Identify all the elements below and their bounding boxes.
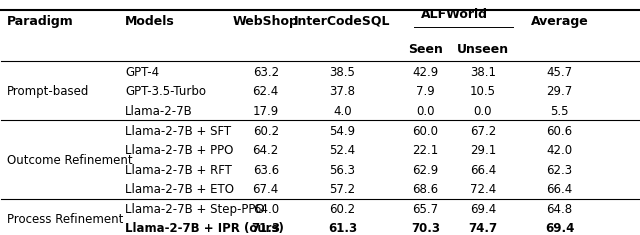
Text: Llama-2-7B + ETO: Llama-2-7B + ETO: [125, 183, 234, 196]
Text: Average: Average: [531, 15, 588, 27]
Text: Llama-2-7B: Llama-2-7B: [125, 105, 193, 118]
Text: 63.2: 63.2: [253, 66, 279, 79]
Text: WebShop: WebShop: [233, 15, 299, 27]
Text: Llama-2-7B + IPR (ours): Llama-2-7B + IPR (ours): [125, 222, 284, 235]
Text: 69.4: 69.4: [470, 203, 496, 216]
Text: 62.9: 62.9: [412, 164, 438, 177]
Text: 0.0: 0.0: [474, 105, 492, 118]
Text: Process Refinement: Process Refinement: [7, 213, 124, 226]
Text: 62.4: 62.4: [253, 86, 279, 98]
Text: Llama-2-7B + PPO: Llama-2-7B + PPO: [125, 144, 234, 157]
Text: 72.4: 72.4: [470, 183, 496, 196]
Text: ALFWorld: ALFWorld: [420, 8, 488, 21]
Text: 71.3: 71.3: [252, 222, 280, 235]
Text: 10.5: 10.5: [470, 86, 496, 98]
Text: 42.9: 42.9: [412, 66, 438, 79]
Text: 22.1: 22.1: [412, 144, 438, 157]
Text: GPT-3.5-Turbo: GPT-3.5-Turbo: [125, 86, 206, 98]
Text: 29.1: 29.1: [470, 144, 496, 157]
Text: Prompt-based: Prompt-based: [7, 86, 90, 98]
Text: 0.0: 0.0: [416, 105, 435, 118]
Text: 56.3: 56.3: [330, 164, 355, 177]
Text: 54.9: 54.9: [330, 125, 355, 138]
Text: 60.0: 60.0: [412, 125, 438, 138]
Text: 57.2: 57.2: [330, 183, 355, 196]
Text: 52.4: 52.4: [330, 144, 355, 157]
Text: 60.6: 60.6: [547, 125, 573, 138]
Text: 63.6: 63.6: [253, 164, 279, 177]
Text: InterCodeSQL: InterCodeSQL: [294, 15, 390, 27]
Text: 61.3: 61.3: [328, 222, 357, 235]
Text: 38.1: 38.1: [470, 66, 496, 79]
Text: 66.4: 66.4: [547, 183, 573, 196]
Text: 67.2: 67.2: [470, 125, 496, 138]
Text: GPT-4: GPT-4: [125, 66, 159, 79]
Text: 64.8: 64.8: [547, 203, 573, 216]
Text: 62.3: 62.3: [547, 164, 573, 177]
Text: 64.2: 64.2: [253, 144, 279, 157]
Text: 7.9: 7.9: [416, 86, 435, 98]
Text: Seen: Seen: [408, 43, 443, 56]
Text: 65.7: 65.7: [412, 203, 438, 216]
Text: 60.2: 60.2: [253, 125, 279, 138]
Text: 29.7: 29.7: [547, 86, 573, 98]
Text: Outcome Refinement: Outcome Refinement: [7, 154, 132, 167]
Text: 4.0: 4.0: [333, 105, 351, 118]
Text: Llama-2-7B + SFT: Llama-2-7B + SFT: [125, 125, 231, 138]
Text: 45.7: 45.7: [547, 66, 573, 79]
Text: Llama-2-7B + Step-PPO: Llama-2-7B + Step-PPO: [125, 203, 265, 216]
Text: Models: Models: [125, 15, 175, 27]
Text: Paradigm: Paradigm: [7, 15, 74, 27]
Text: 74.7: 74.7: [468, 222, 497, 235]
Text: 67.4: 67.4: [253, 183, 279, 196]
Text: Llama-2-7B + RFT: Llama-2-7B + RFT: [125, 164, 232, 177]
Text: 64.0: 64.0: [253, 203, 279, 216]
Text: 37.8: 37.8: [330, 86, 355, 98]
Text: 70.3: 70.3: [411, 222, 440, 235]
Text: 42.0: 42.0: [547, 144, 573, 157]
Text: Unseen: Unseen: [457, 43, 509, 56]
Text: 17.9: 17.9: [253, 105, 279, 118]
Text: 69.4: 69.4: [545, 222, 574, 235]
Text: 5.5: 5.5: [550, 105, 569, 118]
Text: 38.5: 38.5: [330, 66, 355, 79]
Text: 66.4: 66.4: [470, 164, 496, 177]
Text: 60.2: 60.2: [330, 203, 355, 216]
Text: 68.6: 68.6: [412, 183, 438, 196]
